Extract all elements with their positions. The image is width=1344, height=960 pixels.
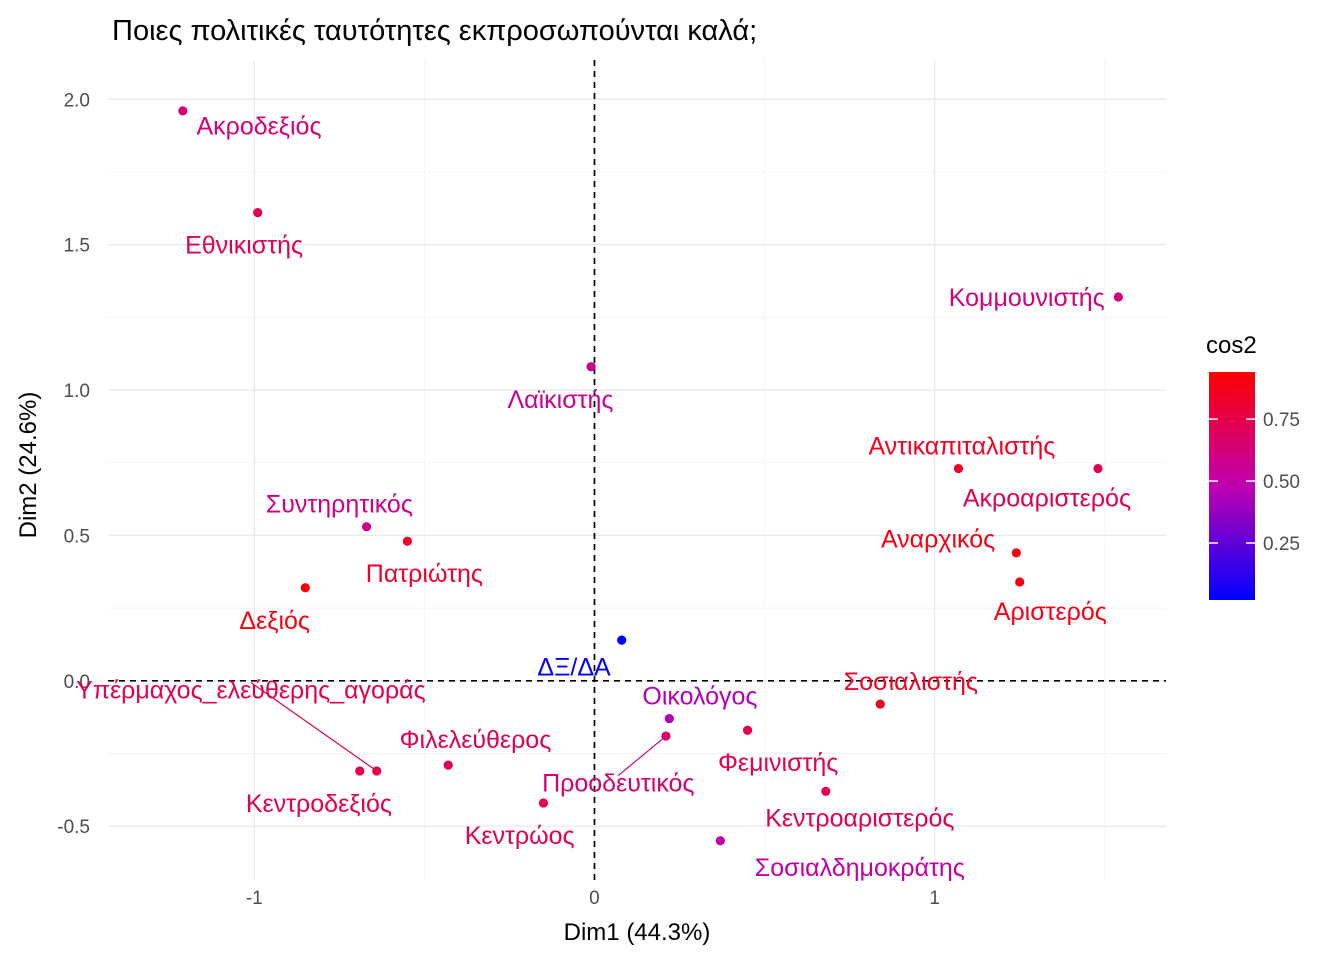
- data-point: [253, 208, 263, 218]
- label-leader-line: [617, 735, 667, 777]
- legend: cos2 0.25 0.50 0.75: [1206, 332, 1300, 600]
- point-label: Δεξιός: [239, 607, 310, 635]
- point-label: Ακροδεξιός: [196, 112, 321, 140]
- point-label: ΔΞ/ΔΑ: [537, 653, 611, 681]
- point-label: Λαϊκιστής: [507, 386, 613, 414]
- point-label: Φιλελεύθερος: [400, 726, 552, 754]
- y-tick-label: 1.0: [64, 381, 90, 402]
- label-leader-line: [250, 682, 378, 772]
- data-point: [664, 714, 674, 724]
- legend-color-bar: [1209, 372, 1255, 600]
- data-point: [402, 536, 412, 546]
- data-point: [355, 766, 365, 776]
- data-point: [1093, 463, 1103, 474]
- point-label: Οικολόγος: [642, 682, 757, 710]
- x-tick-label: 1: [929, 888, 940, 909]
- data-point: [1015, 577, 1025, 587]
- legend-tick-label: 0.25: [1263, 534, 1300, 555]
- data-point: [715, 836, 725, 846]
- data-point: [661, 731, 671, 741]
- y-axis-title: Dim2 (24.6%): [15, 392, 42, 539]
- data-point: [372, 766, 382, 776]
- data-point: [443, 760, 453, 770]
- point-label: Κεντρώος: [465, 822, 575, 850]
- point-label: Πατριώτης: [366, 560, 483, 588]
- x-axis-title: Dim1 (44.3%): [564, 919, 711, 946]
- y-tick-label: 0.5: [64, 526, 90, 547]
- y-tick-label: 0.0: [64, 672, 90, 693]
- data-point: [178, 106, 188, 116]
- point-label: Φεμινιστής: [718, 749, 838, 777]
- y-tick-label: 1.5: [64, 236, 90, 257]
- legend-title: cos2: [1206, 332, 1257, 359]
- point-label: Συντηρητικός: [266, 490, 413, 518]
- point-label: Ακροαριστερός: [963, 485, 1131, 513]
- point-label: Αριστερός: [994, 598, 1107, 626]
- y-tick-label: 2.0: [64, 90, 90, 111]
- data-point: [1113, 292, 1123, 302]
- data-point: [875, 699, 885, 709]
- point-label: Εθνικιστής: [185, 232, 303, 260]
- x-tick-label: 0: [589, 888, 600, 909]
- point-label: Αναρχικός: [881, 525, 995, 553]
- point-label: Προοδευτικός: [542, 770, 694, 798]
- data-point: [300, 583, 310, 593]
- data-point: [953, 463, 964, 474]
- data-point: [1011, 548, 1021, 558]
- x-tick-label: -1: [246, 888, 263, 909]
- legend-tick-label: 0.50: [1263, 472, 1300, 493]
- point-label: Σοσιαλδημοκράτης: [755, 854, 965, 882]
- data-point: [538, 798, 549, 808]
- data-point: [586, 362, 596, 372]
- point-label: Σοσιαλιστής: [844, 668, 978, 696]
- data-point: [361, 522, 372, 532]
- data-point: [821, 786, 831, 796]
- chart-title: Ποιες πολιτικές ταυτότητες εκπροσωπούντα…: [112, 15, 757, 47]
- data-point: [742, 725, 753, 735]
- legend-tick-label: 0.75: [1263, 410, 1300, 431]
- plot-area: -1 0 1 -0.5 0.0 0.5 1.0 1.5 2.0 Ακροδεξιός Εθνικισ…: [57, 60, 1166, 909]
- point-label: Κεντροαριστερός: [765, 804, 954, 832]
- point-label: Κεντροδεξιός: [246, 790, 392, 818]
- point-label: Αντικαπιταλιστής: [868, 432, 1055, 460]
- point-label: Κομμουνιστής: [949, 284, 1105, 312]
- point-label: Υπέρμαχος_ελεύθερης_αγοράς: [76, 677, 426, 705]
- data-point: [617, 635, 627, 645]
- y-tick-label: -0.5: [57, 817, 90, 838]
